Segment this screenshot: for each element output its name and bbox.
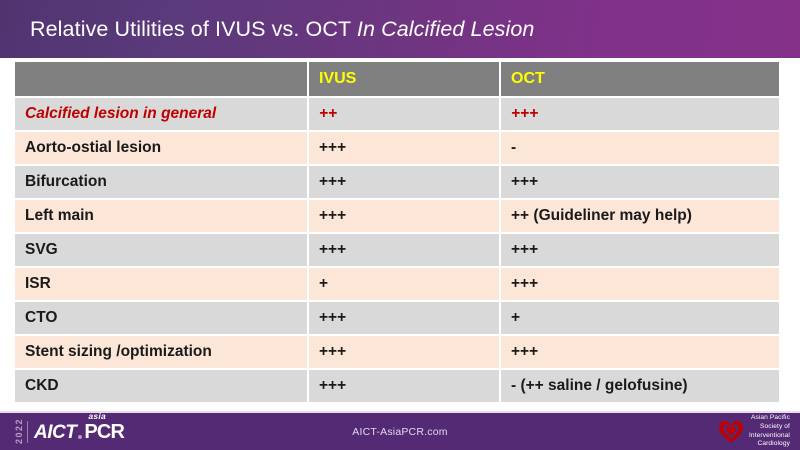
cell-ivus: + xyxy=(308,267,501,302)
cell-ivus: ++ xyxy=(308,97,501,132)
slide-title-banner: Relative Utilities of IVUS vs. OCT In Ca… xyxy=(0,0,800,58)
society-line-3: Interventional xyxy=(749,431,790,439)
cell-oct: - (++ saline / gelofusine) xyxy=(500,369,779,404)
society-line-2: Society of xyxy=(760,422,790,430)
column-header-oct: OCT xyxy=(500,62,779,98)
table-row: SVG +++ +++ xyxy=(15,233,779,268)
cell-feature: Calcified lesion in general xyxy=(15,97,309,132)
page-title-emphasis: In Calcified Lesion xyxy=(356,16,535,41)
logo-aict-text: AICT xyxy=(34,421,77,443)
logo-divider xyxy=(27,420,28,443)
cell-oct: + xyxy=(500,301,779,336)
logo-pcr-block: asia PCR xyxy=(84,411,125,443)
cell-feature: SVG xyxy=(15,233,309,268)
cell-ivus: +++ xyxy=(308,131,501,166)
column-header-ivus: IVUS xyxy=(308,62,501,98)
page-title-main: Relative Utilities of IVUS vs. OCT xyxy=(30,16,357,41)
cell-ivus: +++ xyxy=(308,301,501,336)
cell-feature: Aorto-ostial lesion xyxy=(15,131,309,166)
cell-feature: Stent sizing /optimization xyxy=(15,335,309,370)
footer-bar: 2022 AICT asia PCR AICT-AsiaPCR.com Asia… xyxy=(0,411,800,450)
table-row: ISR + +++ xyxy=(15,267,779,302)
cell-oct: +++ xyxy=(500,335,779,370)
utilities-table: IVUS OCT Calcified lesion in general ++ … xyxy=(15,62,779,404)
cell-oct: +++ xyxy=(500,97,779,132)
cell-ivus: +++ xyxy=(308,199,501,234)
logo-asia-text: asia xyxy=(88,410,107,421)
table-row: Bifurcation +++ +++ xyxy=(15,165,779,200)
cell-oct: +++ xyxy=(500,267,779,302)
society-line-4: Cardiology xyxy=(757,440,790,448)
table-row: Left main +++ ++ (Guideliner may help) xyxy=(15,199,779,234)
cell-ivus: +++ xyxy=(308,335,501,370)
cell-ivus: +++ xyxy=(308,369,501,404)
cell-feature: CKD xyxy=(15,369,309,404)
page-title: Relative Utilities of IVUS vs. OCT In Ca… xyxy=(30,17,534,42)
logo-year-label: 2022 xyxy=(14,418,24,445)
cell-oct: ++ (Guideliner may help) xyxy=(500,199,779,234)
cell-ivus: +++ xyxy=(308,233,501,268)
utilities-table-container: IVUS OCT Calcified lesion in general ++ … xyxy=(15,62,779,404)
cell-ivus: +++ xyxy=(308,165,501,200)
cell-feature: Left main xyxy=(15,199,309,234)
society-line-1: Asian Pacific xyxy=(750,414,790,422)
cell-feature: CTO xyxy=(15,301,309,336)
table-header: IVUS OCT xyxy=(15,62,779,98)
society-name: Asian Pacific Society of Interventional … xyxy=(749,414,790,449)
table-body: Calcified lesion in general ++ +++ Aorto… xyxy=(15,97,779,404)
cell-oct: - xyxy=(500,131,779,166)
table-row: Aorto-ostial lesion +++ - xyxy=(15,131,779,166)
cell-feature: ISR xyxy=(15,267,309,302)
logo-dot-icon xyxy=(78,434,83,439)
logo-pcr-text: PCR xyxy=(84,420,125,443)
aict-asiapcr-logo: 2022 AICT asia PCR xyxy=(14,411,125,450)
heart-icon xyxy=(719,420,743,442)
footer-divider xyxy=(0,411,800,413)
cell-oct: +++ xyxy=(500,233,779,268)
table-row: Calcified lesion in general ++ +++ xyxy=(15,97,779,132)
logo-wordmark: AICT asia PCR xyxy=(34,411,125,443)
table-row: CKD +++ - (++ saline / gelofusine) xyxy=(15,369,779,404)
cell-oct: +++ xyxy=(500,165,779,200)
cell-feature: Bifurcation xyxy=(15,165,309,200)
table-row: Stent sizing /optimization +++ +++ xyxy=(15,335,779,370)
apsic-society-logo: Asian Pacific Society of Interventional … xyxy=(718,414,790,449)
table-row: CTO +++ + xyxy=(15,301,779,336)
column-header-feature xyxy=(15,62,309,98)
table-header-row: IVUS OCT xyxy=(15,62,779,98)
